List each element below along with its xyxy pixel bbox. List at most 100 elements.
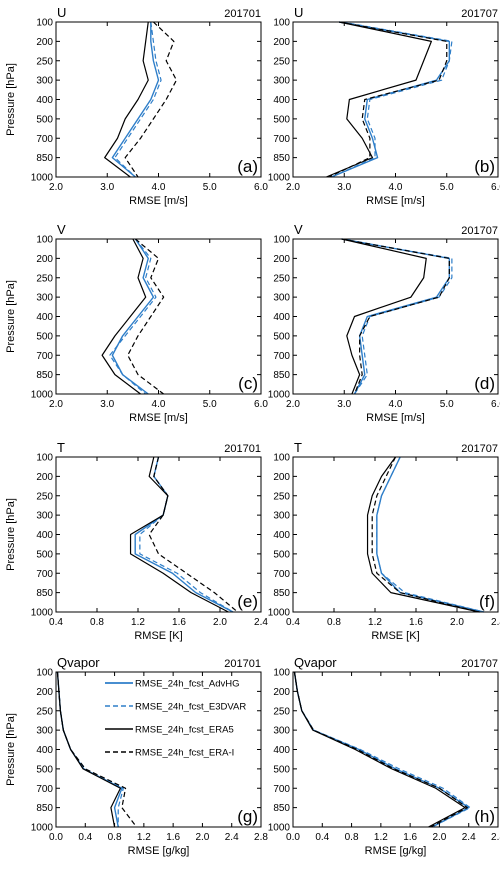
series-line-RMSE_24h_fcst_E3DVAR bbox=[114, 21, 162, 178]
y-tick-label: 700 bbox=[273, 569, 290, 580]
y-tick-label: 200 bbox=[273, 472, 290, 483]
legend-entry: RMSE_24h_fcst_ERA5 bbox=[135, 725, 234, 736]
y-tick-label: 300 bbox=[36, 76, 53, 87]
x-tick-label: 1.6 bbox=[409, 617, 423, 628]
series-line-RMSE_24h_fcst_E3DVAR bbox=[293, 671, 471, 828]
y-tick-label: 300 bbox=[273, 511, 290, 522]
x-axis-label: RMSE [m/s] bbox=[129, 195, 188, 207]
y-tick-label: 850 bbox=[273, 153, 290, 164]
y-tick-label: 700 bbox=[273, 351, 290, 362]
y-tick-label: 1000 bbox=[31, 173, 54, 184]
y-axis-label: Pressure [hPa] bbox=[5, 713, 17, 786]
plot-frame bbox=[55, 238, 262, 395]
panel-label: (e) bbox=[237, 592, 258, 611]
x-tick-label: 6.0 bbox=[254, 399, 268, 410]
y-tick-label: 300 bbox=[36, 293, 53, 304]
y-axis-label: Pressure [hPa] bbox=[5, 63, 17, 136]
y-tick-label: 100 bbox=[273, 235, 290, 246]
y-tick-label: 300 bbox=[36, 726, 53, 737]
y-tick-label: 250 bbox=[273, 706, 290, 717]
x-axis-label: RMSE [g/kg] bbox=[365, 845, 427, 857]
x-tick-label: 0.8 bbox=[327, 617, 341, 628]
x-tick-label: 0.8 bbox=[108, 832, 122, 843]
x-tick-label: 4.0 bbox=[389, 399, 403, 410]
series-line-RMSE_24h_fcst_ERA-I bbox=[328, 21, 448, 178]
panel-label: (f) bbox=[479, 592, 495, 611]
x-tick-label: 2.0 bbox=[432, 832, 446, 843]
y-tick-label: 200 bbox=[36, 687, 53, 698]
series-line-RMSE_24h_fcst_AdvHG bbox=[134, 456, 234, 613]
variable-title: U bbox=[57, 5, 66, 20]
y-tick-label: 100 bbox=[36, 235, 53, 246]
x-tick-label: 2.8 bbox=[254, 832, 268, 843]
y-tick-label: 1000 bbox=[268, 823, 291, 834]
date-label: 201701 bbox=[224, 8, 261, 20]
y-tick-label: 500 bbox=[273, 549, 290, 560]
x-tick-label: 6.0 bbox=[491, 182, 500, 193]
variable-title: Qvapor bbox=[57, 655, 100, 670]
variable-title: T bbox=[294, 440, 302, 455]
y-tick-label: 700 bbox=[36, 784, 53, 795]
y-tick-label: 250 bbox=[36, 56, 53, 67]
y-tick-label: 850 bbox=[36, 153, 53, 164]
series-line-RMSE_24h_fcst_ERA-I bbox=[371, 456, 480, 613]
y-tick-label: 100 bbox=[273, 18, 290, 29]
x-tick-label: 0.4 bbox=[49, 617, 63, 628]
y-tick-label: 400 bbox=[36, 530, 53, 541]
x-tick-label: 0.4 bbox=[315, 832, 329, 843]
variable-title: T bbox=[57, 440, 65, 455]
x-tick-label: 3.0 bbox=[337, 399, 351, 410]
y-tick-label: 1000 bbox=[31, 608, 54, 619]
x-tick-label: 2.0 bbox=[49, 399, 63, 410]
y-tick-label: 300 bbox=[273, 76, 290, 87]
x-axis-label: RMSE [m/s] bbox=[366, 195, 425, 207]
x-tick-label: 1.2 bbox=[368, 617, 382, 628]
y-tick-label: 500 bbox=[36, 549, 53, 560]
date-label: 201707 bbox=[461, 443, 498, 455]
x-tick-label: 5.0 bbox=[203, 182, 217, 193]
date-label: 201701 bbox=[224, 443, 261, 455]
x-tick-label: 2.4 bbox=[462, 832, 476, 843]
x-tick-label: 0.4 bbox=[78, 832, 92, 843]
x-tick-label: 3.0 bbox=[100, 399, 114, 410]
y-tick-label: 500 bbox=[36, 764, 53, 775]
series-line-RMSE_24h_fcst_AdvHG bbox=[293, 671, 470, 828]
panel-label: (b) bbox=[474, 157, 495, 176]
x-tick-label: 0.8 bbox=[345, 832, 359, 843]
series-line-RMSE_24h_fcst_ERA5 bbox=[293, 671, 466, 828]
y-tick-label: 400 bbox=[273, 530, 290, 541]
date-label: 201707 bbox=[461, 8, 498, 20]
series-line-RMSE_24h_fcst_E3DVAR bbox=[341, 238, 453, 395]
y-tick-label: 250 bbox=[36, 706, 53, 717]
y-tick-label: 400 bbox=[36, 312, 53, 323]
plot-frame bbox=[55, 21, 262, 178]
y-tick-label: 850 bbox=[36, 803, 53, 814]
y-tick-label: 500 bbox=[273, 764, 290, 775]
x-tick-label: 5.0 bbox=[440, 182, 454, 193]
x-tick-label: 2.0 bbox=[195, 832, 209, 843]
y-tick-label: 700 bbox=[36, 569, 53, 580]
y-tick-label: 300 bbox=[36, 511, 53, 522]
x-tick-label: 5.0 bbox=[440, 399, 454, 410]
y-tick-label: 200 bbox=[36, 254, 53, 265]
x-axis-label: RMSE [K] bbox=[134, 630, 182, 642]
x-tick-label: 1.2 bbox=[137, 832, 151, 843]
x-tick-label: 2.4 bbox=[225, 832, 239, 843]
y-tick-label: 400 bbox=[36, 95, 53, 106]
y-tick-label: 1000 bbox=[31, 390, 54, 401]
series-line-RMSE_24h_fcst_AdvHG bbox=[331, 21, 451, 178]
x-tick-label: 0.0 bbox=[286, 832, 300, 843]
series-line-RMSE_24h_fcst_ERA5 bbox=[341, 238, 427, 395]
y-axis-label: Pressure [hPa] bbox=[5, 280, 17, 353]
y-tick-label: 850 bbox=[36, 588, 53, 599]
y-tick-label: 100 bbox=[36, 668, 53, 679]
series-line-RMSE_24h_fcst_ERA5 bbox=[104, 21, 149, 178]
y-tick-label: 300 bbox=[273, 726, 290, 737]
panel-label: (h) bbox=[474, 807, 495, 826]
series-line-RMSE_24h_fcst_ERA5 bbox=[56, 671, 122, 828]
series-line-RMSE_24h_fcst_AdvHG bbox=[111, 238, 155, 395]
